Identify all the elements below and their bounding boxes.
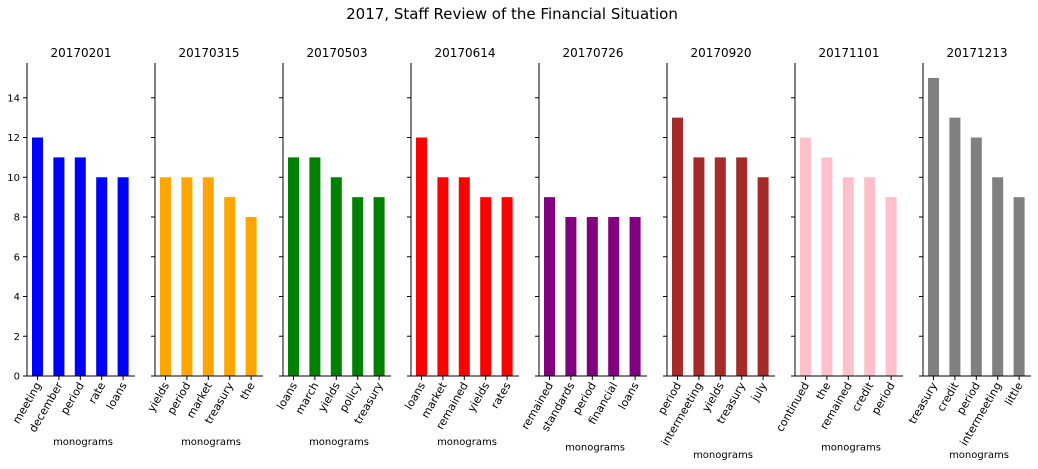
x-axis-label: monograms: [309, 437, 369, 448]
x-axis-label: monograms: [53, 437, 113, 448]
subplot-3: 20170503loansmarchyieldspolicytreasurymo…: [274, 46, 391, 448]
x-axis-label: monograms: [437, 437, 497, 448]
bar: [608, 217, 620, 376]
bar: [53, 157, 65, 376]
bar: [757, 177, 769, 376]
bar: [821, 157, 833, 376]
x-tick-label: treasury: [906, 380, 940, 427]
x-tick-label: july: [748, 380, 770, 405]
subplot-title: 20170726: [562, 46, 623, 60]
bar: [352, 197, 364, 376]
bar: [714, 157, 726, 376]
y-tick-label: 0: [14, 372, 20, 383]
bar: [1013, 197, 1025, 376]
bar: [629, 217, 641, 376]
subplot-title: 20170315: [178, 46, 239, 60]
subplot-title: 20170201: [50, 46, 111, 60]
y-tick-label: 14: [7, 93, 20, 104]
subplot-5: 20170726remainedstandardsperiodfinancial…: [519, 46, 647, 453]
bar: [992, 177, 1004, 376]
y-tick-label: 12: [7, 133, 20, 144]
bar: [544, 197, 555, 376]
x-tick-label: continued: [773, 380, 812, 434]
bar: [480, 197, 492, 376]
subplot-title: 20170614: [434, 46, 495, 60]
bar: [586, 217, 598, 376]
x-tick-label: loans: [104, 380, 130, 412]
x-axis-label: monograms: [821, 442, 881, 453]
bar: [842, 177, 854, 376]
y-tick-label: 2: [14, 332, 20, 343]
bar: [330, 177, 342, 376]
x-tick-label: loans: [616, 380, 642, 412]
subplot-4: 20170614loansmarketremainedyieldsratesmo…: [402, 46, 519, 448]
bar: [565, 217, 577, 376]
bar: [245, 217, 257, 376]
figure-title: 2017, Staff Review of the Financial Situ…: [346, 5, 678, 23]
bar: [736, 157, 748, 376]
bar: [160, 177, 171, 376]
bar: [885, 197, 897, 376]
x-axis-label: monograms: [693, 450, 753, 461]
x-tick-label: the: [237, 380, 257, 402]
x-tick-label: rates: [488, 380, 513, 411]
bar: [800, 137, 811, 376]
bar: [928, 77, 939, 377]
x-tick-label: little: [1002, 380, 1026, 408]
bar: [693, 157, 705, 376]
x-axis-label: monograms: [949, 450, 1009, 461]
bar: [672, 117, 683, 377]
bar: [458, 177, 470, 376]
bar: [309, 157, 321, 376]
subplot-8: 20171213treasurycreditperiodintermeeting…: [906, 46, 1031, 461]
y-tick-label: 6: [14, 252, 20, 263]
subplot-6: 20170920periodintermeetingyieldstreasury…: [655, 46, 775, 461]
bar: [117, 177, 129, 376]
bar: [202, 177, 214, 376]
bar: [224, 197, 236, 376]
bar: [32, 137, 43, 376]
x-tick-label: yields: [465, 380, 492, 415]
bar: [181, 177, 193, 376]
bar: [437, 177, 449, 376]
x-tick-label: the: [813, 380, 833, 402]
subplot-title: 20170503: [306, 46, 367, 60]
y-tick-label: 8: [14, 213, 20, 224]
bar: [416, 137, 427, 376]
bar: [74, 157, 86, 376]
y-tick-label: 4: [14, 292, 20, 303]
x-axis-label: monograms: [181, 437, 241, 448]
bar: [96, 177, 108, 376]
bar: [864, 177, 876, 376]
bar: [970, 137, 982, 376]
bar: [949, 117, 961, 377]
x-axis-label: monograms: [565, 442, 625, 453]
bar: [373, 197, 385, 376]
subplot-1: 2017020102468101214meetingdecemberperiod…: [7, 46, 135, 448]
subplot-title: 20171101: [818, 46, 879, 60]
bar: [288, 157, 299, 376]
subplot-title: 20171213: [946, 46, 1007, 60]
y-tick-label: 10: [7, 173, 20, 184]
subplot-title: 20170920: [690, 46, 751, 60]
bar: [501, 197, 513, 376]
